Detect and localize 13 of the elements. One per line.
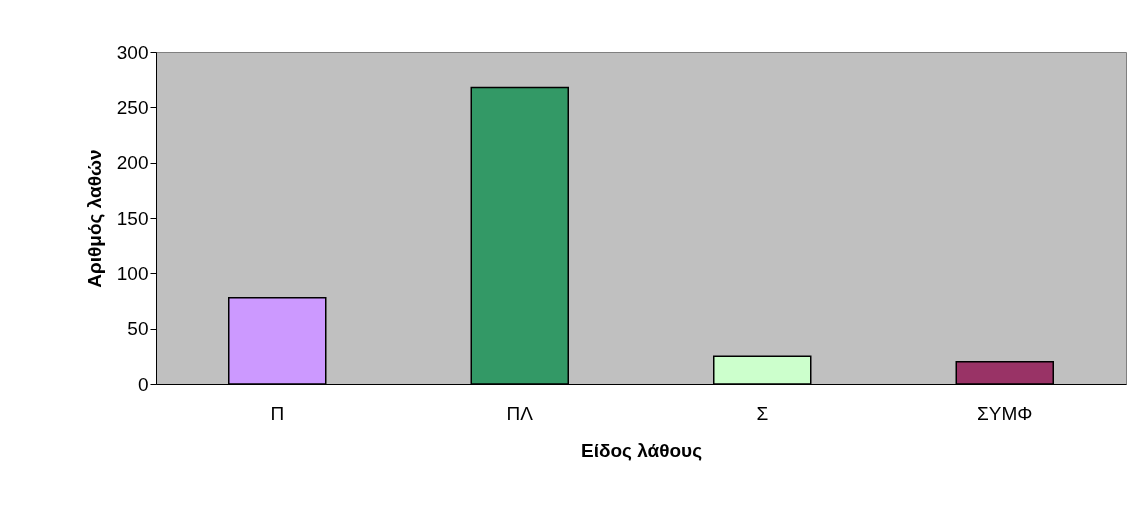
y-tick-label: 100: [116, 262, 149, 284]
x-tick-label: Π: [270, 402, 285, 424]
y-tick-label: 300: [116, 41, 149, 63]
x-tick-label: ΣΥΜΦ: [977, 402, 1033, 424]
x-tick-label: Σ: [756, 402, 769, 424]
x-tick-label: ΠΛ: [506, 402, 534, 424]
y-tick-label: 150: [116, 207, 149, 229]
y-tick-label: 250: [116, 96, 149, 118]
y-tick-label: 0: [137, 373, 149, 395]
y-tick-label: 50: [127, 318, 149, 340]
y-tick-label: 200: [116, 152, 149, 174]
y-axis-title: Αριθμός λαθών: [83, 149, 105, 288]
x-axis-title: Είδος λάθους: [580, 439, 703, 461]
